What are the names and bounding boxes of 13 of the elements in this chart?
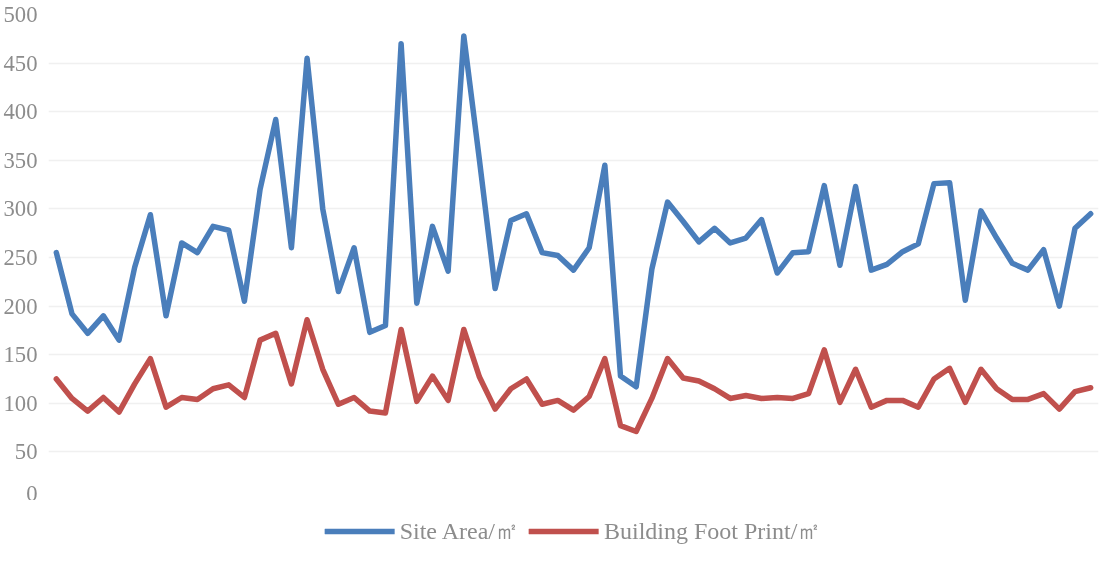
y-tick-label: 50	[14, 439, 38, 465]
y-tick-label: 450	[3, 50, 38, 76]
y-tick-label: 200	[3, 293, 38, 319]
y-tick-label: 400	[3, 99, 38, 125]
y-tick-label: 100	[3, 390, 38, 416]
y-tick-label: 250	[3, 245, 38, 270]
y-tick-label: 0	[26, 480, 38, 506]
y-tick-label: 500	[3, 2, 38, 27]
y-tick-label: 350	[3, 147, 38, 173]
y-tick-label: 300	[3, 196, 38, 222]
legend-label: Site Area/㎡	[399, 517, 519, 546]
legend-label: Building Foot Print/㎡	[603, 517, 822, 546]
y-tick-label: 150	[3, 342, 38, 368]
